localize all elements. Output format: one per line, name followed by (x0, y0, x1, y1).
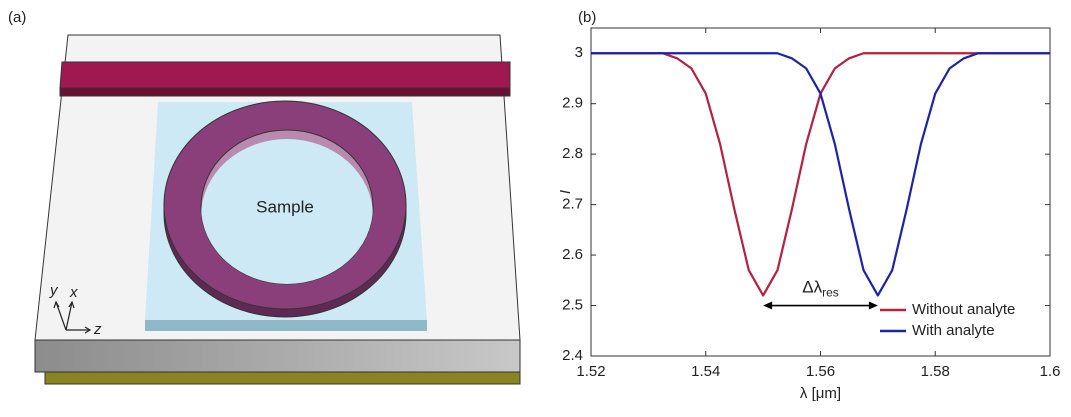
y-tick-label: 2.4 (562, 347, 583, 364)
arrow-head (763, 301, 773, 310)
legend-label: Without analyte (912, 301, 1015, 318)
legend-label: With analyte (912, 322, 995, 339)
device-diagram: Sample y x z (a) (8, 9, 521, 385)
y-tick-label: 2.9 (562, 95, 583, 112)
x-tick-label: 1.58 (921, 363, 950, 380)
y-tick-label: 3 (575, 44, 583, 61)
x-tick-label: 1.54 (691, 363, 720, 380)
delta-arrow (763, 301, 878, 310)
x-tick-label: 1.56 (806, 363, 835, 380)
coordinate-axes (53, 300, 92, 334)
substrate-front (34, 339, 521, 373)
annotation-text: Δλ (802, 278, 822, 297)
panel-label: (b) (578, 9, 596, 26)
x-tick-label: 1.6 (1040, 363, 1061, 380)
y-tick-label: 2.7 (562, 196, 583, 213)
y-tick-label: 2.6 (562, 246, 583, 263)
line-series (591, 52, 1050, 297)
panel-label: (a) (8, 9, 26, 26)
axis-y-label: y (49, 282, 59, 299)
y-tick-label: 2.8 (562, 145, 583, 162)
waveguide-top (59, 61, 511, 89)
annotation: Δλres (802, 278, 839, 300)
annotation-subscript: res (822, 286, 839, 300)
axis-z-label: z (93, 321, 102, 338)
gold-layer (44, 371, 521, 385)
ring-hole (201, 139, 373, 284)
x-tick-label: 1.52 (576, 363, 605, 380)
waveguide-front (59, 87, 511, 97)
sample-region-edge (145, 320, 427, 331)
axis-x-label: x (69, 284, 78, 301)
y-axis-label: I (557, 190, 574, 194)
x-axis-label: λ [μm] (800, 385, 841, 402)
arrow-head (868, 301, 878, 310)
y-tick-label: 2.5 (562, 297, 583, 314)
line-series (591, 52, 1050, 297)
sample-label: Sample (256, 197, 314, 216)
